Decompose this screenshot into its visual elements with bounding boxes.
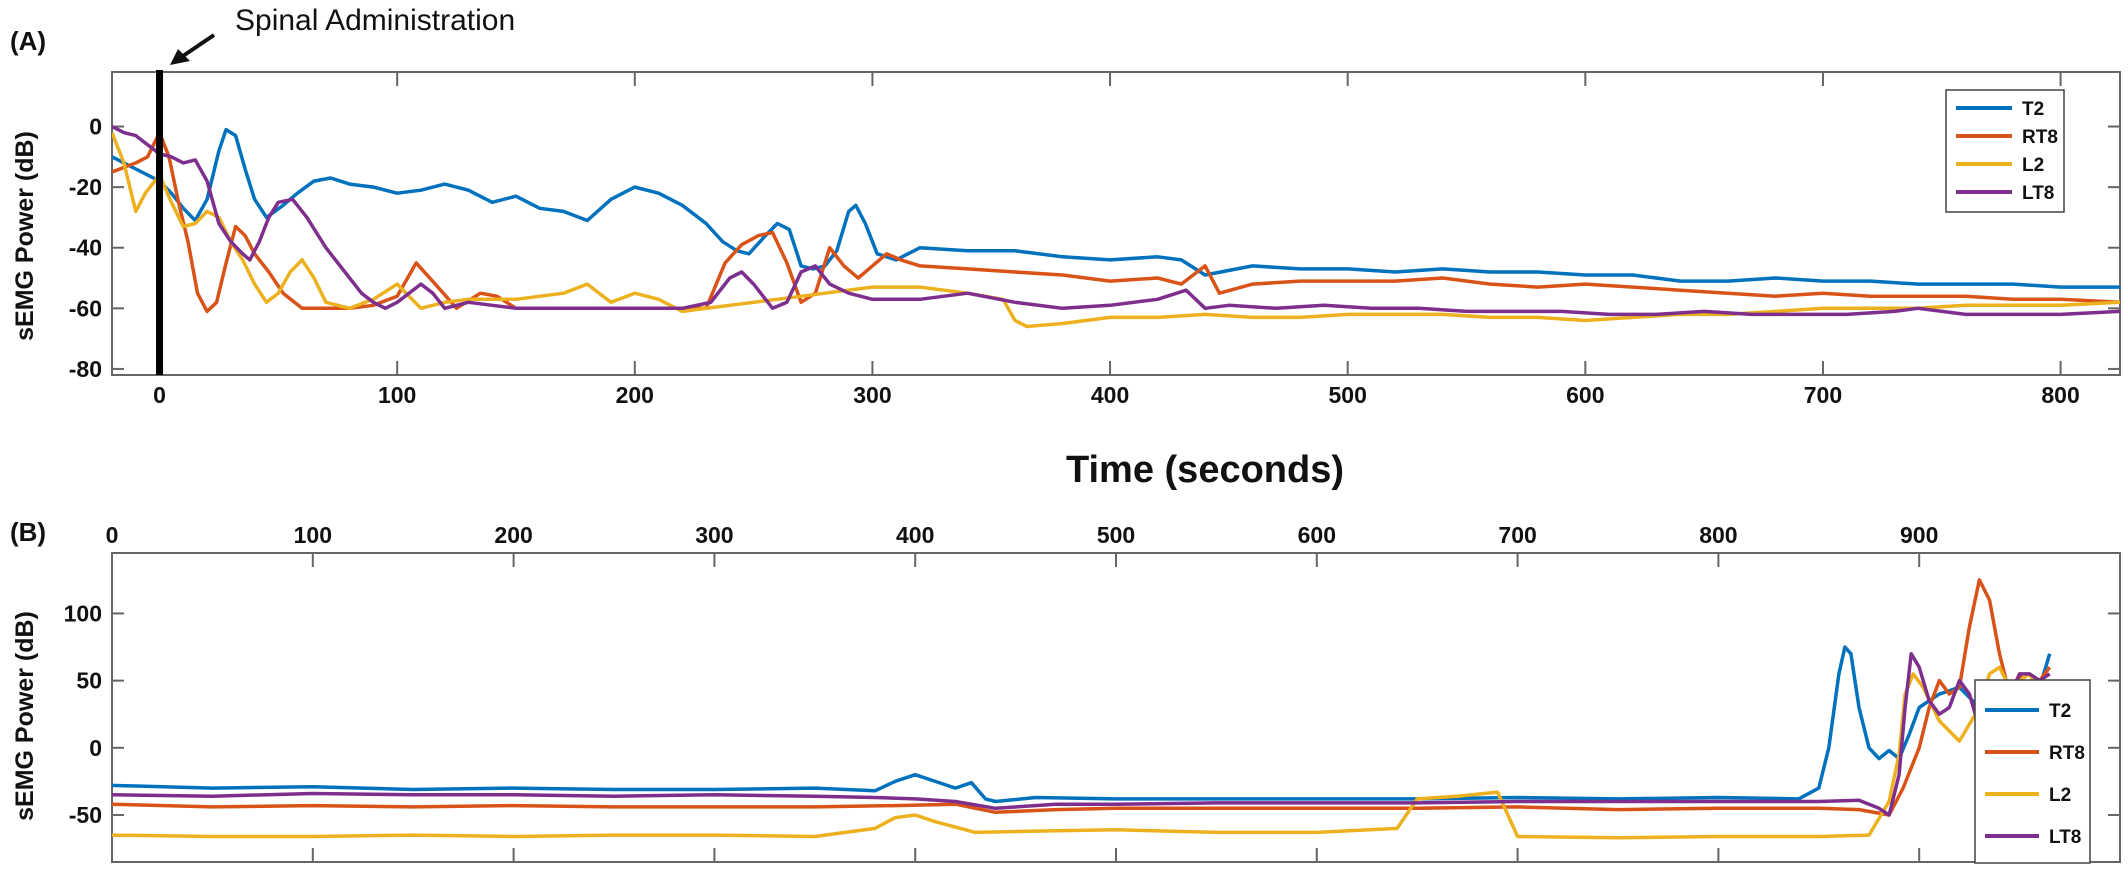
panel-b-label: (B) (10, 517, 46, 547)
chart-b-series-rt8 (112, 578, 2052, 817)
chart-b-legend-label-lt8: LT8 (2049, 827, 2081, 848)
chart-a-x-axis-label: Time (seconds) (1066, 449, 1344, 491)
chart-b-series-l2 (112, 665, 2051, 840)
chart-a-x-tick-label: 700 (1804, 382, 1842, 408)
chart-b-x-tick-label: 0 (106, 522, 119, 548)
chart-b-legend-label-rt8: RT8 (2049, 743, 2085, 764)
chart-a-x-tick-label: 100 (378, 382, 416, 408)
chart-b-y-axis-label: sEMG Power (dB) (11, 611, 39, 821)
chart-a-legend-label-lt8: LT8 (2022, 183, 2054, 204)
chart-a-plot-area (112, 124, 2120, 329)
chart-a-legend-label-l2: L2 (2022, 155, 2044, 176)
chart-b-y-tick-label: 100 (64, 600, 102, 626)
chart-a-x-tick-label: 600 (1566, 382, 1604, 408)
chart-a-legend-label-t2: T2 (2022, 99, 2044, 120)
chart-a-y-tick-label: -20 (69, 174, 102, 200)
chart-b-x-tick-label: 700 (1498, 522, 1536, 548)
chart-b-x-tick-label: 200 (494, 522, 532, 548)
chart-b-x-tick-label: 800 (1699, 522, 1737, 548)
chart-b-y-tick-label: 50 (76, 668, 102, 694)
chart-b-plot-area (112, 578, 2052, 840)
chart-a-legend: T2 RT8 L2 LT8 (1945, 89, 2065, 213)
chart-b-legend-label-l2: L2 (2049, 785, 2071, 806)
chart-a-legend-label-rt8: RT8 (2022, 127, 2058, 148)
chart-b-series-t2 (112, 645, 2052, 804)
chart-a-y-tick-label: -60 (69, 295, 102, 321)
chart-a-series-rt8 (112, 130, 2120, 314)
annotation-arrow (170, 33, 216, 65)
chart-a-x-tick-label: 0 (153, 382, 166, 408)
chart-a-axes-frame (111, 71, 2121, 376)
chart-a-series-t2 (112, 127, 2120, 289)
chart-b-x-tick-label: 300 (695, 522, 733, 548)
chart-b-y-tick-label: -50 (69, 802, 102, 828)
chart-b-axes-frame (111, 552, 2121, 863)
chart-b-x-tick-label: 100 (294, 522, 332, 548)
chart-b-y-tick-label: 0 (89, 735, 102, 761)
chart-a-y-tick-label: 0 (89, 114, 102, 140)
chart-a-series-lt8 (112, 124, 2120, 317)
chart-b-x-tick-label: 900 (1900, 522, 1938, 548)
spinal-administration-annotation: Spinal Administration (235, 4, 515, 37)
chart-a-y-tick-label: -40 (69, 235, 102, 261)
chart-a-x-tick-label: 800 (2041, 382, 2079, 408)
chart-a-series-l2 (112, 131, 2120, 329)
chart-b-x-tick-label: 500 (1097, 522, 1135, 548)
chart-a-x-tick-label: 500 (1329, 382, 1367, 408)
chart-a-x-tick-label: 200 (616, 382, 654, 408)
chart-b-x-tick-label: 600 (1298, 522, 1336, 548)
chart-b-legend-label-t2: T2 (2049, 701, 2071, 722)
chart-a: 0 100 200 300 400 500 600 700 800 0 -20 -40 -60 -80 T2… (69, 70, 2121, 408)
chart-b: 0 100 200 300 400 500 600 700 800 900100500-50T2R… (64, 522, 2121, 864)
chart-b-legend: T2 RT8 L2 LT8 (1974, 679, 2091, 864)
chart-a-x-tick-label: 400 (1091, 382, 1129, 408)
chart-b-x-tick-label: 400 (896, 522, 934, 548)
chart-a-y-axis-label: sEMG Power (dB) (11, 131, 39, 341)
chart-a-x-tick-label: 300 (853, 382, 891, 408)
chart-a-y-tick-label: -80 (69, 356, 102, 382)
panel-a-label: (A) (10, 26, 46, 56)
